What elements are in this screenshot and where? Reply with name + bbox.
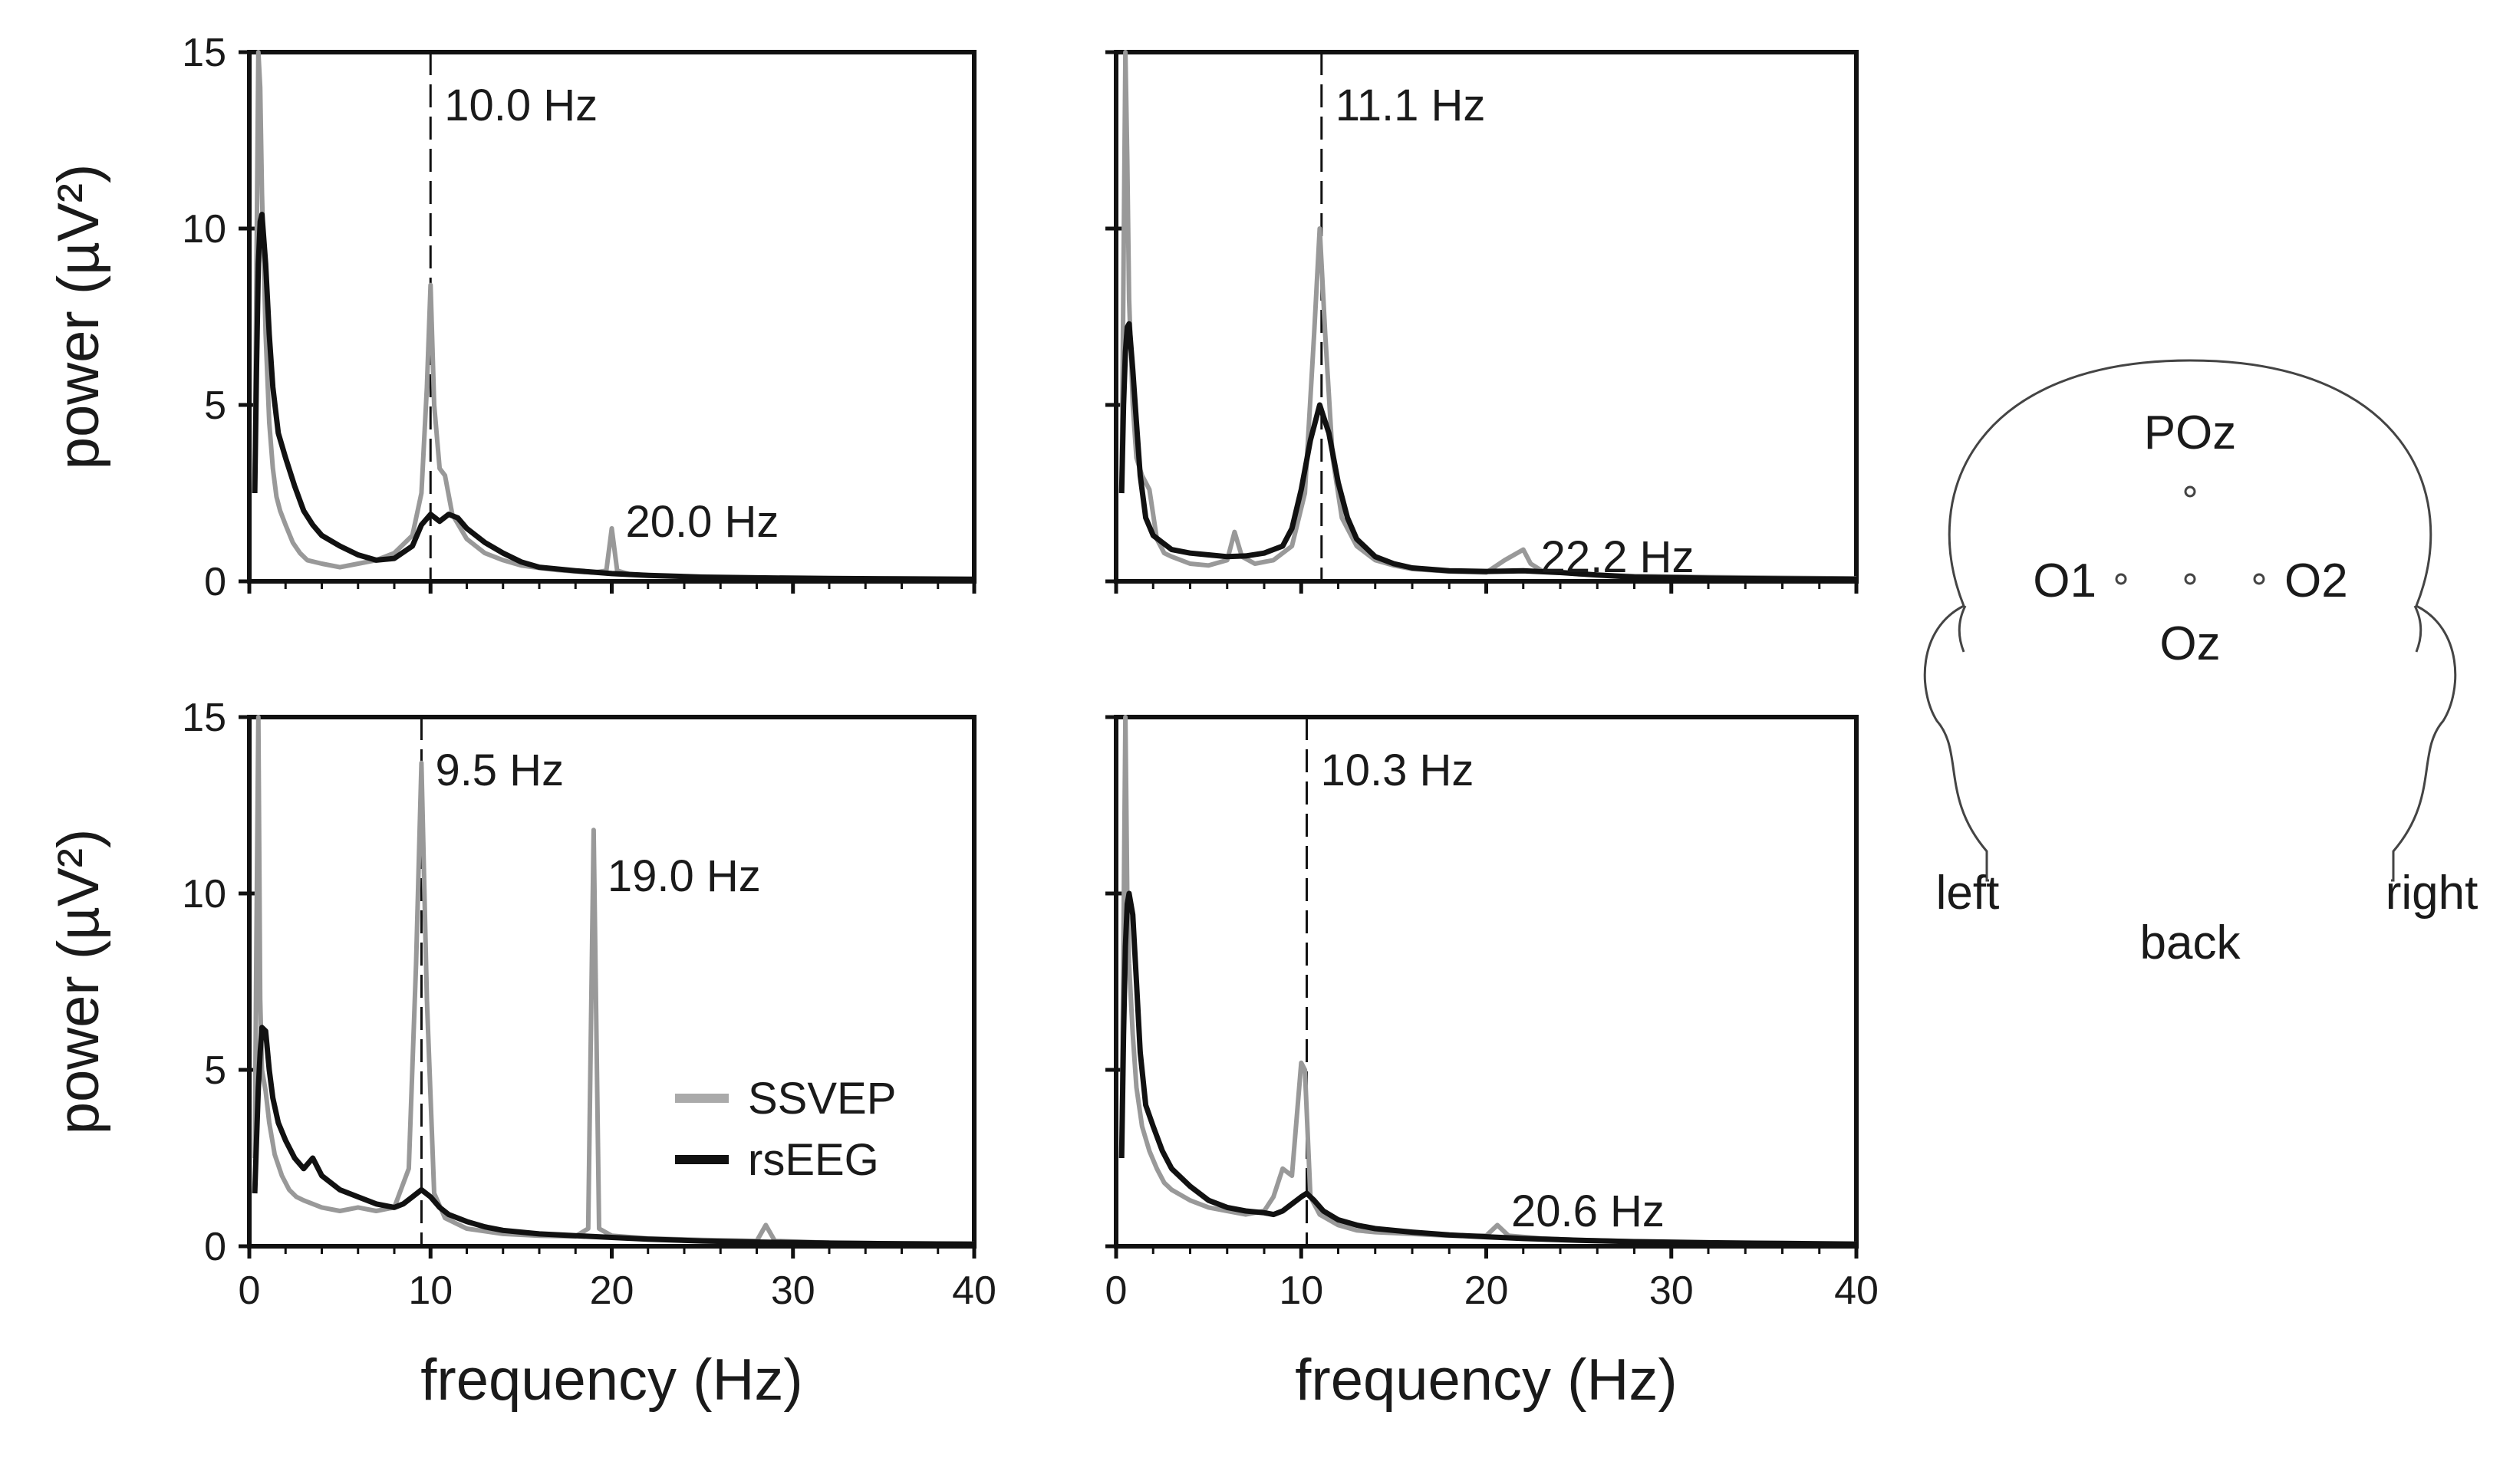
peak-label: 22.2 Hz — [1541, 532, 1695, 582]
x-tick-label: 20 — [590, 1268, 634, 1313]
electrode-o1-marker — [2115, 573, 2127, 585]
y-tick-label: 5 — [204, 1048, 226, 1093]
y-tick-label: 15 — [182, 31, 226, 75]
y-tick-label: 0 — [204, 560, 226, 604]
peak-label: 9.5 Hz — [435, 745, 564, 795]
electrode-o2-marker — [2253, 573, 2265, 585]
electrode-o2-label: O2 — [2284, 554, 2348, 607]
y-tick-label: 5 — [204, 383, 226, 428]
x-tick-label: 30 — [771, 1268, 815, 1313]
head-inner-line — [1958, 605, 2422, 653]
x-tick-label: 0 — [1105, 1268, 1128, 1313]
head-neck-gap — [1989, 844, 2391, 890]
peak-label: 20.6 Hz — [1511, 1186, 1665, 1236]
electrode-oz-marker — [2184, 573, 2196, 585]
panel-bottom-right: 0 10 20 30 40 frequency (Hz) 10.3 Hz 20.6 Hz — [1105, 715, 1879, 1413]
series-line-rseeg — [252, 212, 975, 582]
y-axis-label: power (µV²) — [46, 829, 111, 1135]
head-outline — [1923, 359, 2457, 882]
panels: 0 5 10 15 power (µV²) 10.0 Hz 20.0 Hz 11.1 Hz 22… — [46, 31, 1879, 1413]
series-line-rseeg — [1118, 321, 1857, 582]
x-axis-label: frequency (Hz) — [1295, 1347, 1677, 1413]
y-tick-label: 10 — [182, 872, 226, 916]
side-label-right: right — [2386, 867, 2478, 920]
panel-bottom-left: 0 5 10 15 0 10 20 30 40 power (µV²) frequency (Hz)… — [46, 696, 996, 1413]
y-tick-label: 15 — [182, 696, 226, 740]
legend-label-rseeg: rsEEG — [748, 1135, 879, 1185]
x-axis-label: frequency (Hz) — [420, 1347, 802, 1413]
plot-frame — [1114, 50, 1859, 584]
legend: SSVEP rsEEG — [675, 1074, 896, 1185]
peak-label: 10.3 Hz — [1320, 745, 1474, 795]
series-line-rseeg — [252, 1025, 975, 1247]
series-line-rseeg — [1118, 890, 1857, 1247]
panel-top-right: 11.1 Hz 22.2 Hz — [1105, 50, 1859, 594]
electrode-poz-label: POz — [2144, 406, 2237, 459]
electrode-o1-label: O1 — [2033, 554, 2096, 607]
peak-label: 11.1 Hz — [1336, 81, 1486, 130]
panel-top-left: 0 5 10 15 power (µV²) 10.0 Hz 20.0 Hz — [46, 31, 977, 604]
x-tick-label: 40 — [952, 1268, 996, 1313]
plot-frame — [247, 50, 977, 584]
series-line-ssvep — [1119, 50, 1857, 581]
x-tick-label: 30 — [1649, 1268, 1694, 1313]
peak-label: 10.0 Hz — [444, 81, 598, 130]
legend-label-ssvep: SSVEP — [748, 1074, 896, 1124]
side-label-left: left — [1936, 867, 2000, 920]
y-tick-label: 10 — [182, 207, 226, 252]
peak-label: 19.0 Hz — [608, 851, 761, 901]
peak-label: 20.0 Hz — [626, 497, 779, 547]
plot-frame — [1114, 715, 1859, 1249]
y-tick-label: 0 — [204, 1225, 226, 1269]
x-tick-label: 20 — [1464, 1268, 1509, 1313]
x-tick-label: 40 — [1834, 1268, 1879, 1313]
side-label-back: back — [2140, 916, 2241, 969]
x-tick-label: 0 — [239, 1268, 261, 1313]
electrode-poz-marker — [2184, 485, 2196, 498]
electrode-oz-label: Oz — [2159, 617, 2220, 670]
head-diagram — [1923, 359, 2457, 882]
series-line-ssvep — [252, 50, 975, 582]
series-line-ssvep — [1119, 715, 1857, 1246]
x-tick-label: 10 — [1279, 1268, 1323, 1313]
y-axis-label: power (µV²) — [46, 164, 111, 470]
x-tick-label: 10 — [408, 1268, 453, 1313]
